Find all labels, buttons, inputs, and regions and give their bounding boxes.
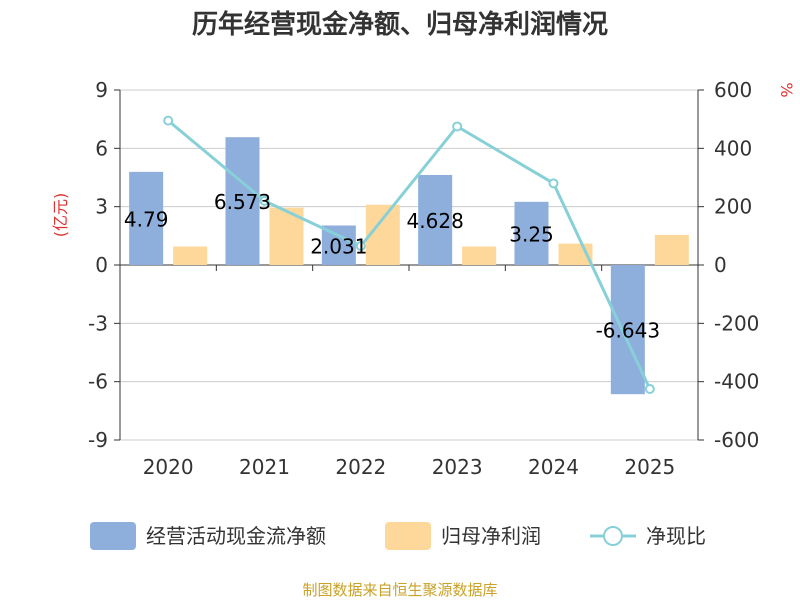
bar (173, 246, 208, 265)
axes: 9 6 3 0 -3 -6 -9 600 400 200 0 -200 -400 -600 2020 2021… (51, 78, 796, 479)
right-tick-label: -400 (714, 370, 759, 394)
ratio-point (644, 383, 655, 394)
ratio-line-path (167, 119, 652, 390)
left-tick-label: 3 (95, 195, 108, 219)
right-axis-unit: % (777, 82, 796, 97)
bar-value-label: 4.628 (407, 209, 464, 233)
left-tick-label: 0 (95, 253, 108, 277)
bar-value-label: 3.25 (509, 222, 554, 246)
category-label: 2020 (143, 455, 194, 479)
bar (654, 234, 689, 265)
right-tick-label: 600 (714, 78, 752, 102)
category-label: 2025 (624, 455, 675, 479)
bars (129, 137, 689, 395)
bar (514, 201, 549, 265)
legend-label: 净现比 (646, 524, 706, 548)
right-tick-label: -600 (714, 428, 759, 452)
ratio-point (163, 115, 174, 126)
legend-swatch (90, 522, 136, 550)
left-tick-label: 6 (95, 136, 108, 160)
gridlines (120, 89, 698, 441)
right-tick-label: -200 (714, 311, 759, 335)
category-label: 2024 (528, 455, 579, 479)
bar (418, 175, 453, 265)
category-label: 2022 (335, 455, 386, 479)
left-tick-label: 9 (95, 78, 108, 102)
bar (321, 225, 356, 265)
ratio-point (355, 241, 366, 252)
legend-label: 归母净利润 (441, 524, 541, 548)
chart-title: 历年经营现金净额、归母净利润情况 (192, 9, 608, 40)
left-tick-label: -9 (88, 428, 108, 452)
category-label: 2021 (239, 455, 290, 479)
bar-value-label: 2.031 (310, 234, 367, 258)
bar (129, 171, 164, 265)
right-tick-label: 0 (714, 253, 727, 277)
bar (462, 246, 497, 265)
category-label: 2023 (432, 455, 483, 479)
left-tick-label: -6 (88, 370, 108, 394)
source-note: 制图数据来自恒生聚源数据库 (302, 581, 497, 599)
ratio-point (548, 178, 559, 189)
left-axis-unit: (亿元) (51, 193, 70, 238)
legend: 经营活动现金流净额 归母净利润 净现比 (90, 522, 706, 550)
bar (225, 137, 260, 265)
right-tick-label: 400 (714, 136, 752, 160)
legend-swatch (385, 522, 431, 550)
data-labels: 4.79 6.573 2.031 4.628 3.25 -6.643 (124, 190, 660, 342)
right-tick-label: 200 (714, 195, 752, 219)
bar-value-label: -6.643 (596, 319, 660, 343)
legend-marker (603, 526, 623, 546)
ratio-point (259, 195, 270, 206)
ratio-line (163, 115, 655, 394)
legend-label: 经营活动现金流净额 (146, 524, 326, 548)
left-tick-label: -3 (88, 311, 108, 335)
bar (610, 265, 645, 395)
bar-value-label: 4.79 (124, 207, 169, 231)
ratio-point (452, 121, 463, 132)
bar-value-label: 6.573 (214, 190, 271, 214)
